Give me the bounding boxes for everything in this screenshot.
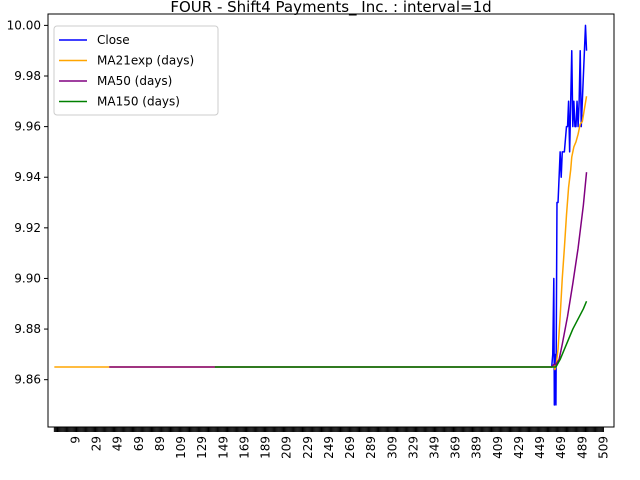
- x-tick-label: 269: [343, 436, 357, 459]
- y-tick-label: 9.98: [14, 69, 41, 83]
- y-tick-label: 9.96: [14, 120, 41, 134]
- legend-label: MA150 (days): [97, 95, 180, 109]
- y-tick-label: 9.88: [14, 322, 41, 336]
- x-tick-label: 389: [470, 436, 484, 459]
- legend-box: [53, 25, 219, 116]
- y-tick-label: 9.86: [14, 373, 41, 387]
- x-tick-label: 409: [491, 436, 505, 459]
- chart-title: FOUR - Shift4 Payments_ Inc. : interval=…: [170, 0, 491, 17]
- x-tick-label: 369: [449, 436, 463, 459]
- y-tick-label: 9.90: [14, 271, 41, 285]
- x-tick-label: 9: [68, 436, 82, 444]
- legend: Close MA21exp (days) MA50 (days) MA150 (day…: [53, 25, 219, 116]
- x-tick-label: 189: [259, 436, 273, 459]
- legend-label: MA50 (days): [97, 74, 172, 88]
- x-tick-label: 349: [427, 436, 441, 459]
- legend-label: MA21exp (days): [97, 54, 194, 68]
- series-line-4: [214, 300, 588, 368]
- series-line-3: [109, 172, 588, 368]
- x-tick-label: 449: [533, 436, 547, 459]
- x-tick-label: 309: [385, 436, 399, 459]
- x-tick-label: 229: [301, 436, 315, 459]
- series-line-2: [54, 96, 588, 371]
- x-tick-label: 149: [216, 436, 230, 459]
- x-tick-label: 69: [132, 436, 146, 451]
- series-line-1: [550, 24, 588, 406]
- legend-label: Close: [97, 33, 130, 47]
- x-tick-label: 169: [237, 436, 251, 459]
- x-tick-label: 469: [554, 436, 568, 459]
- y-axis: 9.86 9.88 9.90 9.92 9.94 9.96 9.98 10.00: [7, 18, 48, 387]
- x-tick-label: 29: [90, 436, 104, 451]
- x-tick-label: 129: [195, 436, 209, 459]
- x-tick-label: 209: [280, 436, 294, 459]
- x-tick-label: 49: [111, 436, 125, 451]
- y-tick-label: 9.94: [14, 170, 41, 184]
- x-axis: 9 29 49 69 89 109 129 149 169 189 209 229 249 269 289 3…: [53, 427, 610, 459]
- series-layer: [54, 24, 588, 406]
- x-tick-label: 89: [153, 436, 167, 451]
- x-tick-label: 109: [174, 436, 188, 459]
- x-tick-label: 429: [512, 436, 526, 459]
- y-tick-label: 9.92: [14, 221, 41, 235]
- x-tick-label: 509: [596, 436, 610, 459]
- x-tick-label: 249: [322, 436, 336, 459]
- x-tick-label: 489: [575, 436, 589, 459]
- x-tick-label: 289: [364, 436, 378, 459]
- x-tick-label: 329: [406, 436, 420, 459]
- y-tick-label: 10.00: [7, 18, 41, 32]
